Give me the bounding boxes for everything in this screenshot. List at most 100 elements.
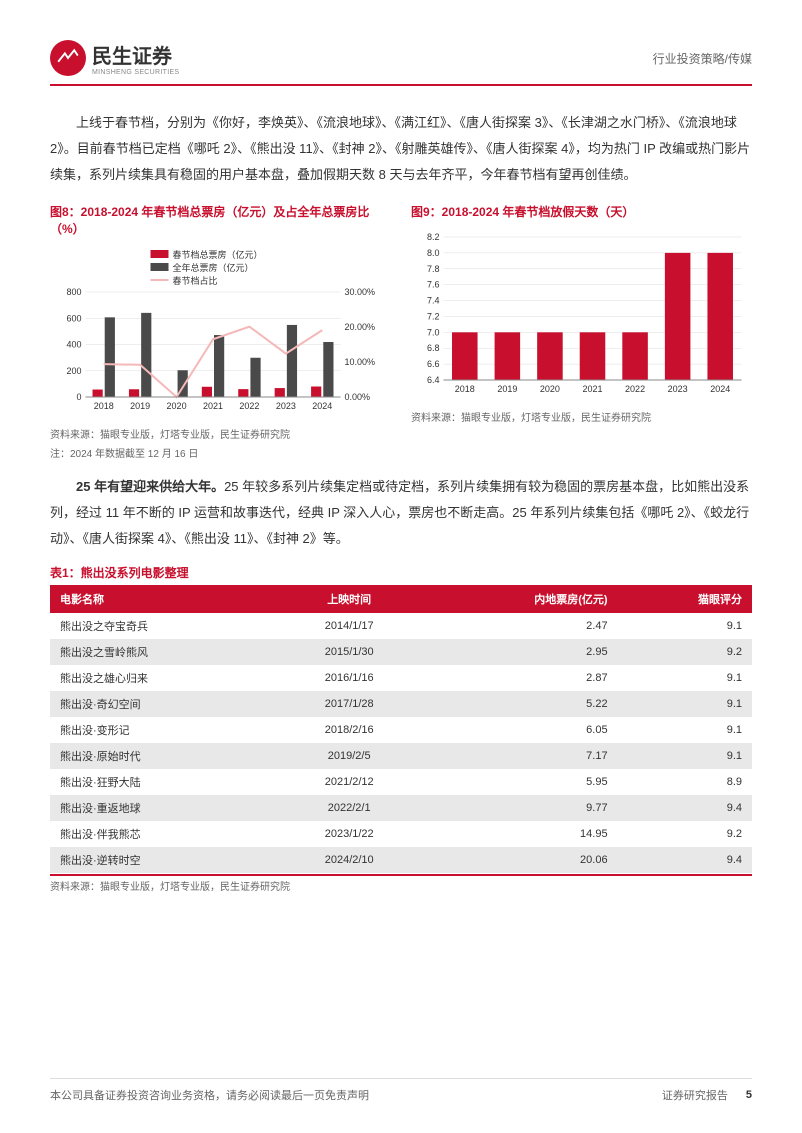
table-cell: 2014/1/17 [277, 613, 422, 639]
svg-text:800: 800 [66, 287, 81, 297]
svg-text:200: 200 [66, 365, 81, 375]
svg-text:6.6: 6.6 [427, 359, 440, 369]
svg-text:2021: 2021 [582, 384, 602, 394]
table-title: 表1：熊出没系列电影整理 [50, 564, 752, 581]
paragraph-2: 25 年有望迎来供给大年。25 年较多系列片续集定档或待定档，系列片续集拥有较为… [50, 474, 752, 552]
footer-right: 证券研究报告 [662, 1087, 728, 1103]
table-cell: 5.22 [422, 691, 618, 717]
logo-cn: 民生证券 [92, 40, 179, 69]
table-source: 资料来源：猫眼专业版，灯塔专业版，民生证券研究院 [50, 880, 752, 895]
table-cell: 熊出没之雪岭熊风 [50, 639, 277, 665]
chart-8-note: 注：2024 年数据截至 12 月 16 日 [50, 447, 391, 462]
table-cell: 2016/1/16 [277, 665, 422, 691]
table-cell: 2017/1/28 [277, 691, 422, 717]
svg-text:600: 600 [66, 313, 81, 323]
movie-table: 电影名称上映时间内地票房(亿元)猫眼评分 熊出没之夺宝奇兵2014/1/172.… [50, 585, 752, 873]
table-cell: 熊出没·变形记 [50, 717, 277, 743]
table-cell: 9.4 [618, 795, 752, 821]
table-th: 内地票房(亿元) [422, 585, 618, 613]
table-cell: 熊出没之夺宝奇兵 [50, 613, 277, 639]
chart-8-title: 图8：2018-2024 年春节档总票房（亿元）及占全年总票房比（%） [50, 204, 391, 238]
charts-row: 图8：2018-2024 年春节档总票房（亿元）及占全年总票房比（%） 春节档总… [50, 204, 752, 462]
page-number: 5 [746, 1089, 752, 1101]
table-row: 熊出没·变形记2018/2/166.059.1 [50, 717, 752, 743]
table-bottom-rule [50, 874, 752, 876]
table-cell: 20.06 [422, 847, 618, 873]
logo: 民生证券 MINSHENG SECURITIES [50, 40, 179, 76]
table-row: 熊出没之夺宝奇兵2014/1/172.479.1 [50, 613, 752, 639]
svg-text:6.8: 6.8 [427, 343, 440, 353]
table-cell: 熊出没之雄心归来 [50, 665, 277, 691]
svg-text:2019: 2019 [130, 401, 150, 411]
table-row: 熊出没之雪岭熊风2015/1/302.959.2 [50, 639, 752, 665]
chart-9: 图9：2018-2024 年春节档放假天数（天） 6.46.66.87.07.2… [411, 204, 752, 462]
svg-text:10.00%: 10.00% [345, 357, 376, 367]
svg-text:春节档总票房（亿元）: 春节档总票房（亿元） [173, 249, 263, 260]
table-cell: 2024/2/10 [277, 847, 422, 873]
page-header: 民生证券 MINSHENG SECURITIES 行业投资策略/传媒 [50, 40, 752, 86]
table-cell: 熊出没·狂野大陆 [50, 769, 277, 795]
footer-left: 本公司具备证券投资咨询业务资格，请务必阅读最后一页免责声明 [50, 1087, 369, 1103]
page-footer: 本公司具备证券投资咨询业务资格，请务必阅读最后一页免责声明 证券研究报告 5 [50, 1078, 752, 1103]
svg-text:2022: 2022 [239, 401, 259, 411]
table-cell: 9.1 [618, 743, 752, 769]
chart-8-svg: 春节档总票房（亿元）全年总票房（亿元）春节档占比02004006008000.0… [50, 244, 391, 419]
table-cell: 2019/2/5 [277, 743, 422, 769]
svg-text:8.0: 8.0 [427, 248, 440, 258]
table-cell: 2021/2/12 [277, 769, 422, 795]
table-cell: 2.95 [422, 639, 618, 665]
logo-icon [50, 40, 86, 76]
logo-en: MINSHENG SECURITIES [92, 69, 179, 76]
svg-text:8.2: 8.2 [427, 232, 440, 242]
svg-text:2023: 2023 [668, 384, 688, 394]
table-cell: 9.4 [618, 847, 752, 873]
table-row: 熊出没·逆转时空2024/2/1020.069.4 [50, 847, 752, 873]
chart-8: 图8：2018-2024 年春节档总票房（亿元）及占全年总票房比（%） 春节档总… [50, 204, 391, 462]
table-cell: 6.05 [422, 717, 618, 743]
svg-text:2018: 2018 [455, 384, 475, 394]
table-cell: 2022/2/1 [277, 795, 422, 821]
table-cell: 2018/2/16 [277, 717, 422, 743]
chart-9-svg: 6.46.66.87.07.27.47.67.88.08.22018201920… [411, 227, 752, 402]
svg-text:0: 0 [76, 392, 81, 402]
paragraph-1: 上线于春节档，分别为《你好，李焕英》、《流浪地球》、《满江红》、《唐人街探案 3… [50, 110, 752, 188]
table-cell: 9.77 [422, 795, 618, 821]
table-header-row: 电影名称上映时间内地票房(亿元)猫眼评分 [50, 585, 752, 613]
svg-text:2019: 2019 [497, 384, 517, 394]
svg-text:30.00%: 30.00% [345, 287, 376, 297]
chart-8-source: 资料来源：猫眼专业版，灯塔专业版，民生证券研究院 [50, 428, 391, 443]
table-cell: 熊出没·原始时代 [50, 743, 277, 769]
table-th: 上映时间 [277, 585, 422, 613]
svg-text:20.00%: 20.00% [345, 322, 376, 332]
svg-text:2020: 2020 [167, 401, 187, 411]
table-cell: 9.1 [618, 613, 752, 639]
svg-text:春节档占比: 春节档占比 [173, 275, 218, 286]
table-cell: 9.1 [618, 717, 752, 743]
svg-text:7.6: 7.6 [427, 279, 440, 289]
svg-text:2024: 2024 [312, 401, 332, 411]
table-cell: 9.2 [618, 821, 752, 847]
svg-text:2018: 2018 [94, 401, 114, 411]
svg-text:7.8: 7.8 [427, 264, 440, 274]
svg-text:0.00%: 0.00% [345, 392, 371, 402]
table-row: 熊出没·重返地球2022/2/19.779.4 [50, 795, 752, 821]
table-cell: 2015/1/30 [277, 639, 422, 665]
table-th: 电影名称 [50, 585, 277, 613]
table-cell: 9.1 [618, 665, 752, 691]
table-cell: 9.1 [618, 691, 752, 717]
table-cell: 5.95 [422, 769, 618, 795]
table-cell: 熊出没·奇幻空间 [50, 691, 277, 717]
table-row: 熊出没·狂野大陆2021/2/125.958.9 [50, 769, 752, 795]
table-cell: 2.87 [422, 665, 618, 691]
chart-9-title: 图9：2018-2024 年春节档放假天数（天） [411, 204, 752, 221]
svg-text:7.2: 7.2 [427, 311, 440, 321]
svg-text:2021: 2021 [203, 401, 223, 411]
table-cell: 2023/1/22 [277, 821, 422, 847]
table-cell: 熊出没·重返地球 [50, 795, 277, 821]
table-cell: 9.2 [618, 639, 752, 665]
svg-text:2023: 2023 [276, 401, 296, 411]
table-cell: 2.47 [422, 613, 618, 639]
svg-text:400: 400 [66, 339, 81, 349]
table-body: 熊出没之夺宝奇兵2014/1/172.479.1熊出没之雪岭熊风2015/1/3… [50, 613, 752, 873]
table-th: 猫眼评分 [618, 585, 752, 613]
